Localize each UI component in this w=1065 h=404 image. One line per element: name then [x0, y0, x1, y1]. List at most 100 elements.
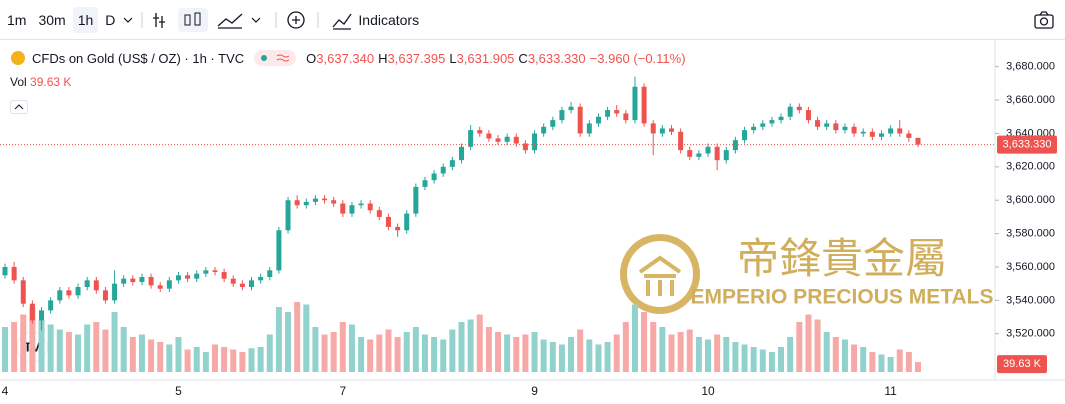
watermark-chinese: 帝鋒貴金屬: [737, 234, 947, 283]
candle-body: [322, 198, 328, 201]
y-tick-label: 3,520.000: [1006, 328, 1055, 340]
volume-bar: [431, 337, 438, 372]
candle-body: [915, 137, 921, 145]
volume-bar: [403, 332, 410, 372]
candle-body: [440, 166, 446, 174]
add-icon[interactable]: [270, 8, 330, 32]
volume-bar: [285, 312, 292, 372]
candle-body: [66, 290, 72, 296]
candle-body: [723, 150, 729, 161]
candle-body: [112, 283, 118, 301]
candle-body: [541, 126, 547, 134]
last-volume-label: 39.63 K: [1003, 358, 1042, 370]
candle-body: [851, 126, 857, 134]
volume-bar: [723, 337, 730, 372]
volume-bar: [294, 302, 301, 372]
candle-body: [166, 280, 172, 289]
candle-body: [751, 126, 757, 131]
volume-bar: [148, 339, 155, 372]
candle-body: [650, 123, 656, 134]
indicators-button[interactable]: Indicators: [358, 11, 420, 28]
candle-body: [513, 136, 519, 144]
candle-body: [550, 120, 556, 127]
interval[interactable]: D: [105, 11, 116, 28]
volume-bar: [686, 329, 693, 372]
candle-body: [221, 271, 227, 279]
candle-body: [185, 275, 191, 279]
volume-bar: [56, 329, 63, 372]
symbol-icon: [11, 51, 25, 65]
candle-body: [312, 198, 318, 202]
screenshot-icon[interactable]: [1032, 8, 1056, 32]
volume-bar: [787, 337, 794, 372]
candle-body: [632, 86, 638, 121]
candle-body: [532, 133, 538, 151]
volume-bar: [604, 342, 611, 372]
candle-body: [778, 116, 784, 121]
volume-bar: [348, 324, 355, 372]
volume-bar: [531, 332, 538, 372]
volume-bar: [120, 327, 127, 372]
candle-body: [449, 160, 455, 167]
volume-bar: [549, 342, 556, 372]
candle-body: [796, 106, 802, 111]
candle-body: [203, 270, 209, 274]
toolbar: 1m 30m 1h D Indicators: [0, 0, 1065, 40]
volume-bar: [568, 337, 575, 372]
candle-body: [833, 123, 839, 131]
candle-body: [468, 130, 474, 147]
candle-body: [888, 128, 894, 134]
volume-bar: [577, 329, 584, 372]
volume-bar: [467, 319, 474, 372]
y-tick-label: 3,560.000: [1006, 261, 1055, 273]
interval[interactable]: 1m: [7, 11, 27, 28]
candle-body: [285, 200, 291, 231]
volume-bar: [695, 337, 702, 372]
toolbar-icons[interactable]: [120, 7, 270, 32]
candle-body: [358, 203, 364, 206]
candle-body: [93, 280, 99, 291]
y-tick-label: 3,580.000: [1006, 228, 1055, 240]
candle-body: [623, 113, 629, 121]
interval[interactable]: 30m: [38, 11, 66, 28]
candle-body: [175, 275, 181, 281]
candle-body: [303, 201, 309, 206]
volume-bar: [166, 344, 173, 372]
collapse-button[interactable]: [10, 100, 28, 114]
candle-body: [486, 133, 492, 139]
volume-bar: [11, 322, 18, 372]
candle-body: [659, 128, 665, 134]
volume-bar: [47, 324, 54, 372]
candle-body: [431, 173, 437, 181]
volume-bar: [476, 314, 483, 372]
candle-body: [29, 303, 35, 321]
ohlc-value: 3,631.905: [456, 50, 515, 66]
indicators-icon[interactable]: [330, 8, 354, 32]
volume-bar: [230, 349, 237, 372]
candle-body: [586, 123, 592, 134]
volume-bar: [905, 352, 912, 372]
volume-bar: [759, 349, 766, 372]
volume-bar: [239, 352, 246, 372]
y-tick-label: 3,600.000: [1006, 194, 1055, 206]
candle-body: [687, 150, 693, 157]
candle-body: [878, 133, 884, 137]
volume-bar: [339, 322, 346, 372]
candle-body: [148, 276, 154, 286]
volume-bar: [321, 334, 328, 372]
last-price-tag: [997, 135, 1057, 154]
candle-body: [705, 146, 711, 154]
volume-bar: [275, 307, 282, 372]
candle-body: [769, 120, 775, 124]
volume-bar: [312, 327, 319, 372]
volume-bar: [449, 329, 456, 372]
last-price-label: 3,633.330: [1003, 138, 1052, 150]
candle-body: [139, 276, 145, 283]
candle-body: [760, 123, 766, 127]
interval[interactable]: 1h: [72, 6, 99, 33]
volume-bar: [175, 337, 182, 372]
ohlc-label: O: [306, 50, 317, 66]
volume-bar: [202, 352, 209, 372]
candle-body: [239, 283, 245, 288]
volume-bar: [595, 344, 602, 372]
